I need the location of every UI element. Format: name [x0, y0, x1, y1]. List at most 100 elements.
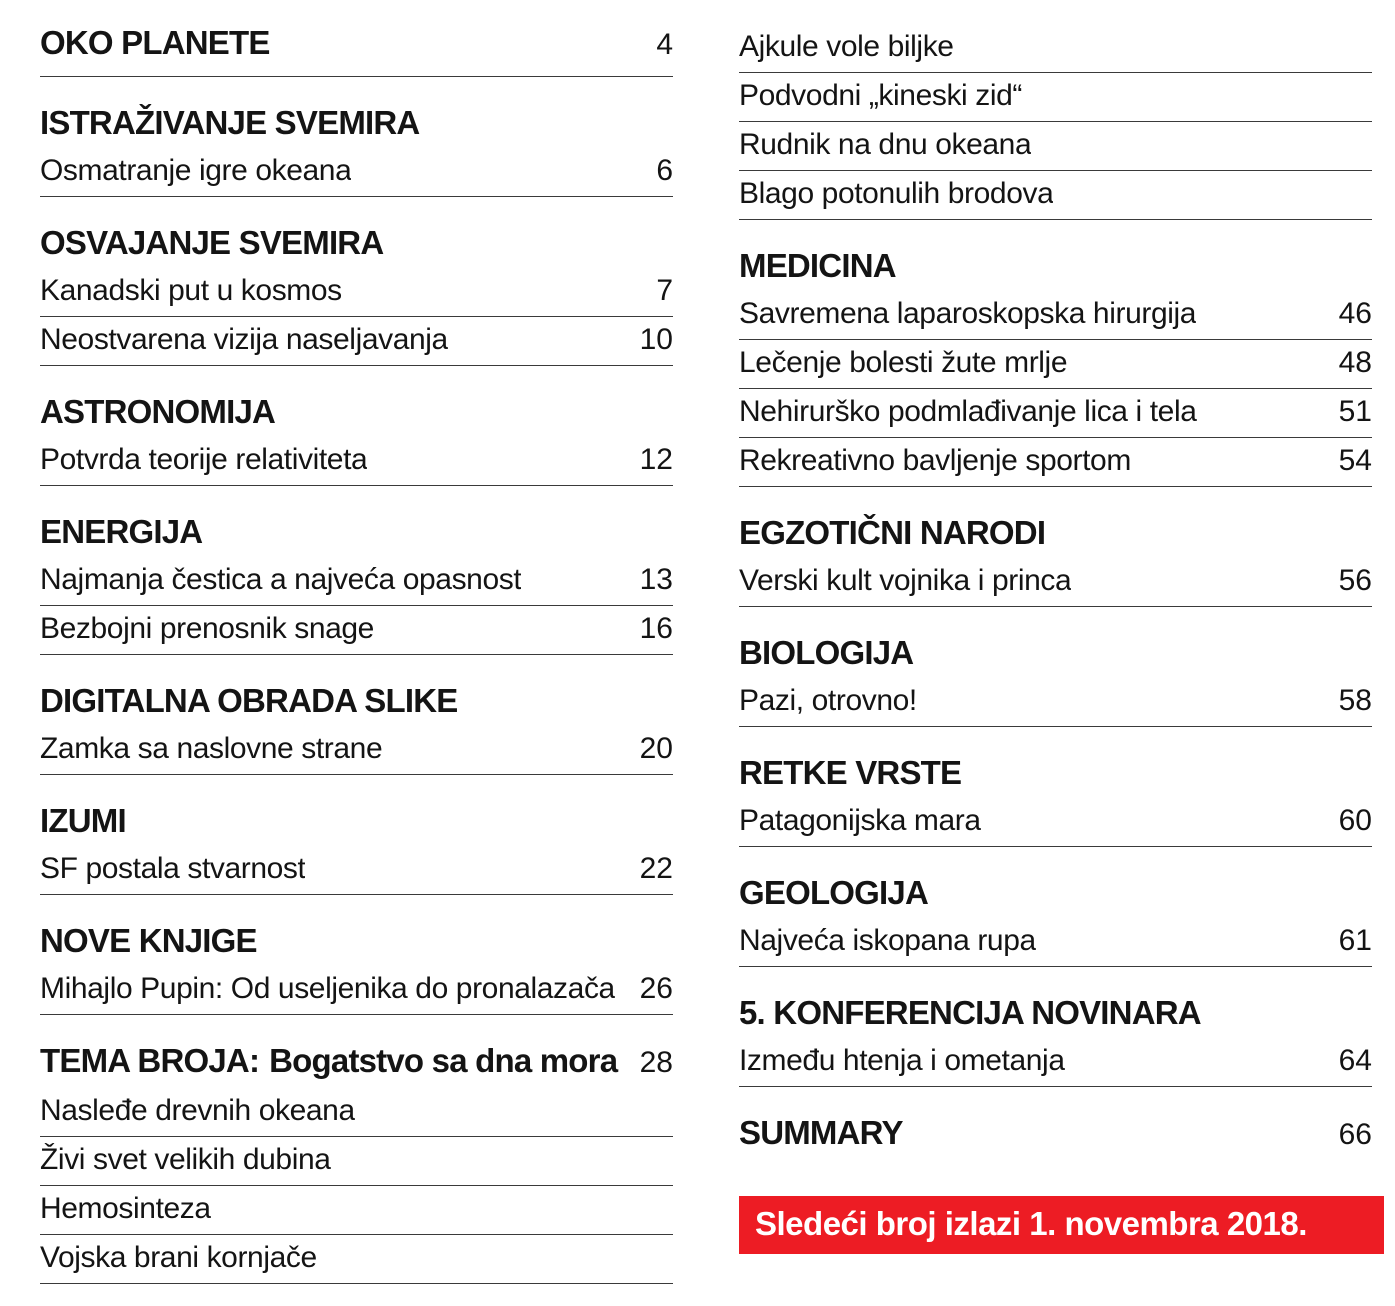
entry-title: Rudnik na dnu okeana [739, 128, 1032, 161]
section-heading-row: ENERGIJA [40, 513, 673, 551]
section-heading: GEOLOGIJA [739, 874, 929, 912]
entry-title: Potvrda teorije relativiteta [40, 443, 368, 476]
entry-page-number: 61 [1338, 924, 1372, 957]
toc-entry: Bezbojni prenosnik snage 16 [40, 606, 673, 655]
entry-page-number: 16 [639, 612, 673, 645]
entry-page-number: 58 [1338, 684, 1372, 717]
entry-title: Između htenja i ometanja [739, 1044, 1065, 1077]
entry-page-number: 20 [639, 732, 673, 765]
entry-page-number: 6 [656, 154, 673, 187]
toc-column-right: Ajkule vole biljke Podvodni „kineski zid“… [739, 24, 1384, 1284]
section-heading: NOVE KNJIGE [40, 922, 258, 960]
entry-page-number: 60 [1338, 804, 1372, 837]
section-heading-text: OSVAJANJE SVEMIRA [40, 224, 384, 261]
section-heading-subtitle: Bogatstvo sa dna mora [269, 1042, 618, 1079]
next-issue-banner: Sledeći broj izlazi 1. novembra 2018. [739, 1196, 1384, 1254]
entry-title: SF postala stvarnost [40, 852, 306, 885]
section-page-number: 4 [656, 28, 673, 61]
entry-page-number: 26 [639, 972, 673, 1005]
section-heading-text: OKO PLANETE [40, 24, 270, 61]
section-heading-row: OSVAJANJE SVEMIRA [40, 224, 673, 262]
toc-entry: Vojska brani kornjače [40, 1235, 673, 1284]
section-heading-text: ENERGIJA [40, 513, 203, 550]
entry-page-number: 12 [639, 443, 673, 476]
entry-page-number: 64 [1338, 1044, 1372, 1077]
entry-title: Patagonijska mara [739, 804, 981, 837]
section-heading: OKO PLANETE [40, 24, 270, 62]
entry-page-number: 22 [639, 852, 673, 885]
section-heading-text: ISTRAŽIVANJE SVEMIRA [40, 104, 420, 141]
toc-entry: Patagonijska mara 60 [739, 798, 1372, 847]
entry-title: Najveća iskopana rupa [739, 924, 1036, 957]
toc-entry: Blago potonulih brodova [739, 171, 1372, 220]
toc-entry: Najmanja čestica a najveća opasnost 13 [40, 557, 673, 606]
entry-title: Nasleđe drevnih okeana [40, 1094, 355, 1127]
section-heading: DIGITALNA OBRADA SLIKE [40, 682, 458, 720]
next-issue-text: Sledeći broj izlazi 1. novembra 2018. [755, 1205, 1307, 1242]
entry-page-number: 56 [1338, 564, 1372, 597]
section-heading-row: ASTRONOMIJA [40, 393, 673, 431]
entry-title: Osmatranje igre okeana [40, 154, 352, 187]
section-heading: MEDICINA [739, 247, 897, 285]
entry-title: Verski kult vojnika i princa [739, 564, 1072, 597]
toc-entry: Lečenje bolesti žute mrlje 48 [739, 340, 1372, 389]
section-heading-row: OKO PLANETE 4 [40, 24, 673, 77]
section-heading-text: NOVE KNJIGE [40, 922, 258, 959]
section-heading-text: RETKE VRSTE [739, 754, 962, 791]
entry-title: Podvodni „kineski zid“ [739, 79, 1022, 112]
section-heading: EGZOTIČNI NARODI [739, 514, 1046, 552]
section-heading-text: TEMA BROJA: [40, 1042, 260, 1079]
section-heading-row: ISTRAŽIVANJE SVEMIRA [40, 104, 673, 142]
toc-entry: Nehirurško podmlađivanje lica i tela 51 [739, 389, 1372, 438]
section-heading: IZUMI [40, 802, 127, 840]
toc-entry: Osmatranje igre okeana 6 [40, 148, 673, 197]
toc-entry: Podvodni „kineski zid“ [739, 73, 1372, 122]
section-heading-row: EGZOTIČNI NARODI [739, 514, 1372, 552]
entry-title: Lečenje bolesti žute mrlje [739, 346, 1068, 379]
toc-entry: SF postala stvarnost 22 [40, 846, 673, 895]
section-page-number: 66 [1338, 1118, 1372, 1151]
toc-entry: Rudnik na dnu okeana [739, 122, 1372, 171]
toc-entry: Pazi, otrovno! 58 [739, 678, 1372, 727]
toc-entry: Savremena laparoskopska hirurgija 46 [739, 291, 1372, 340]
entry-title: Savremena laparoskopska hirurgija [739, 297, 1197, 330]
entry-title: Pazi, otrovno! [739, 684, 917, 717]
entry-title: Mihajlo Pupin: Od useljenika do pronalaz… [40, 972, 615, 1005]
toc-entry: Potvrda teorije relativiteta 12 [40, 437, 673, 486]
entry-title: Bezbojni prenosnik snage [40, 612, 374, 645]
section-heading: 5. KONFERENCIJA NOVINARA [739, 994, 1202, 1032]
section-heading-text: DIGITALNA OBRADA SLIKE [40, 682, 458, 719]
section-heading-text: EGZOTIČNI NARODI [739, 514, 1046, 551]
section-heading-text: IZUMI [40, 802, 127, 839]
entry-title: Hemosinteza [40, 1192, 211, 1225]
section-heading-row: MEDICINA [739, 247, 1372, 285]
entry-title: Ajkule vole biljke [739, 30, 954, 63]
toc-column-left: OKO PLANETE 4 ISTRAŽIVANJE SVEMIRA Osmatran… [40, 24, 673, 1284]
section-heading-row: TEMA BROJA: Bogatstvo sa dna mora 28 [40, 1042, 673, 1082]
section-heading-row: SUMMARY 66 [739, 1114, 1372, 1154]
section-heading: TEMA BROJA: Bogatstvo sa dna mora [40, 1042, 618, 1080]
section-heading-row: IZUMI [40, 802, 673, 840]
entry-page-number: 51 [1338, 395, 1372, 428]
section-heading-text: BIOLOGIJA [739, 634, 914, 671]
section-heading: ENERGIJA [40, 513, 203, 551]
entry-page-number: 10 [639, 323, 673, 356]
section-heading-row: 5. KONFERENCIJA NOVINARA [739, 994, 1372, 1032]
section-heading-row: BIOLOGIJA [739, 634, 1372, 672]
entry-title: Neostvarena vizija naseljavanja [40, 323, 448, 356]
toc-entry: Između htenja i ometanja 64 [739, 1038, 1372, 1087]
entry-title: Rekreativno bavljenje sportom [739, 444, 1131, 477]
section-heading-text: 5. KONFERENCIJA NOVINARA [739, 994, 1202, 1031]
section-heading: ASTRONOMIJA [40, 393, 276, 431]
toc-entry: Hemosinteza [40, 1186, 673, 1235]
toc-entry: Mihajlo Pupin: Od useljenika do pronalaz… [40, 966, 673, 1015]
toc-entry: Kanadski put u kosmos 7 [40, 268, 673, 317]
section-heading-text: GEOLOGIJA [739, 874, 929, 911]
section-heading: BIOLOGIJA [739, 634, 914, 672]
entry-page-number: 7 [656, 274, 673, 307]
toc-entry: Nasleđe drevnih okeana [40, 1088, 673, 1137]
toc-entry: Verski kult vojnika i princa 56 [739, 558, 1372, 607]
entry-page-number: 48 [1338, 346, 1372, 379]
toc-entry: Neostvarena vizija naseljavanja 10 [40, 317, 673, 366]
entry-title: Vojska brani kornjače [40, 1241, 317, 1274]
